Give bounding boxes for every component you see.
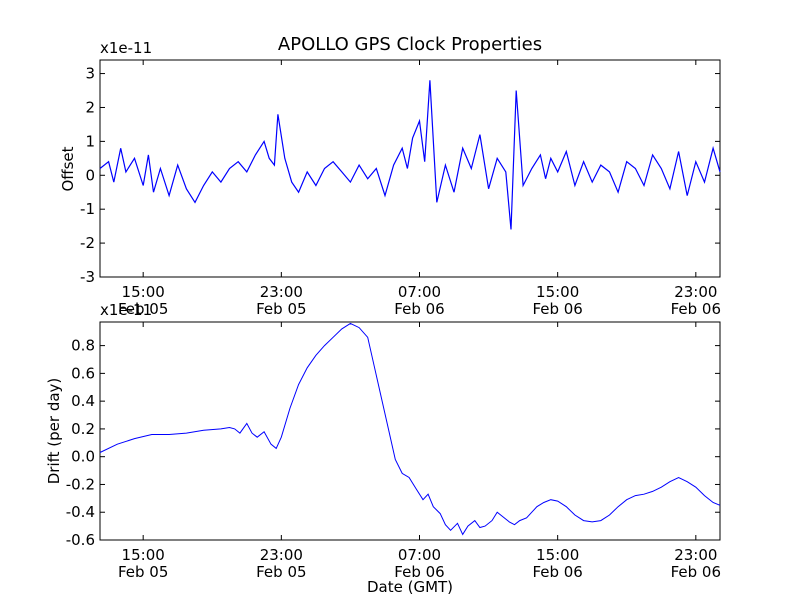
offset-ytick-label: -2 [80, 234, 95, 252]
drift-series-group [99, 322, 721, 536]
offset-xtick-date-label: Feb 05 [256, 300, 306, 318]
drift-series-line [99, 322, 721, 536]
drift-scale-label: x1e-11 [100, 301, 152, 319]
offset-xtick-date-label: Feb 06 [532, 300, 582, 318]
offset-y-axis-label: Offset [59, 146, 77, 191]
drift-ytick-label: 0.6 [71, 364, 95, 382]
drift-ytick-label: 0.0 [71, 448, 95, 466]
offset-ytick-label: 1 [85, 132, 95, 150]
offset-xtick-time-label: 15:00 [536, 283, 579, 301]
drift-xtick-time-label: 23:00 [674, 546, 717, 564]
offset-plot-frame [99, 59, 721, 278]
offset-ytick-label: 0 [85, 166, 95, 184]
offset-ytick-label: -1 [80, 200, 95, 218]
offset-scale-label: x1e-11 [100, 39, 152, 57]
drift-ytick-label: 0.4 [71, 392, 95, 410]
drift-xtick-time-label: 15:00 [122, 546, 165, 564]
drift-ytick-label: 0.8 [71, 337, 95, 355]
drift-xtick-date-label: Feb 06 [394, 563, 444, 581]
drift-xtick-time-label: 15:00 [536, 546, 579, 564]
offset-xtick-time-label: 23:00 [260, 283, 303, 301]
drift-xtick-date-label: Feb 06 [532, 563, 582, 581]
drift-ytick-label: -0.6 [66, 531, 95, 549]
drift-ytick-label: -0.4 [66, 503, 95, 521]
offset-xtick-date-label: Feb 05 [118, 300, 168, 318]
offset-xtick-time-label: 07:00 [398, 283, 441, 301]
drift-ytick-label: -0.2 [66, 475, 95, 493]
drift-xtick-time-label: 23:00 [260, 546, 303, 564]
drift-xtick-time-label: 07:00 [398, 546, 441, 564]
drift-x-axis-label: Date (GMT) [367, 578, 453, 596]
drift-y-axis-label: Drift (per day) [45, 378, 63, 485]
offset-ytick-label: -3 [80, 268, 95, 286]
drift-xtick-date-label: Feb 05 [118, 563, 168, 581]
offset-panel: APOLLO GPS Clock Properties x1e-11 Offse… [59, 34, 721, 318]
offset-ytick-label: 2 [85, 98, 95, 116]
drift-xtick-date-label: Feb 05 [256, 563, 306, 581]
offset-series-group [99, 80, 721, 230]
drift-ytick-label: 0.2 [71, 420, 95, 438]
offset-xtick-date-label: Feb 06 [394, 300, 444, 318]
drift-plot-frame [99, 321, 721, 541]
offset-ytick-label: 3 [85, 65, 95, 83]
offset-series-line [99, 80, 721, 230]
drift-xtick-date-label: Feb 06 [671, 563, 721, 581]
offset-xtick-time-label: 15:00 [122, 283, 165, 301]
drift-panel: x1e-11 Drift (per day) -0.6 -0.4 -0.2 0.0 0.… [45, 301, 721, 596]
offset-xtick-date-label: Feb 06 [671, 300, 721, 318]
offset-xtick-time-label: 23:00 [674, 283, 717, 301]
chart-title: APOLLO GPS Clock Properties [278, 34, 542, 55]
